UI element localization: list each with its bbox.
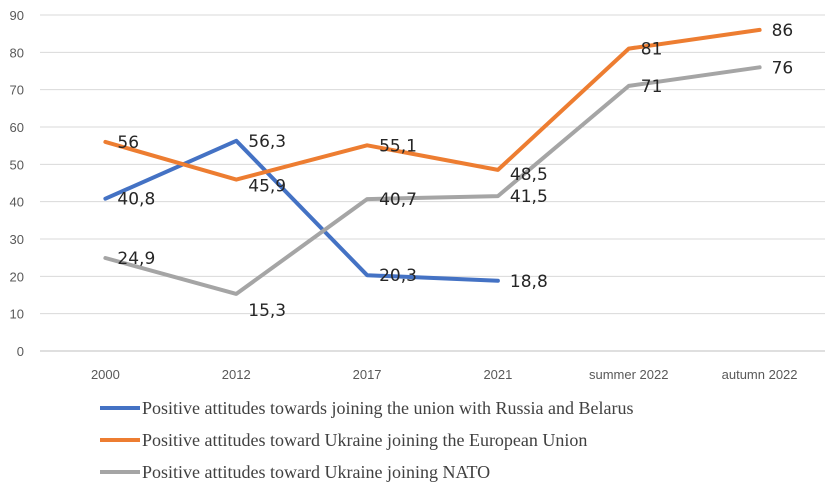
legend-label-nato: Positive attitudes toward Ukraine joinin… <box>142 461 491 482</box>
data-label: 41,5 <box>510 187 548 207</box>
data-label: 40,8 <box>117 190 155 210</box>
data-label: 24,9 <box>117 249 155 269</box>
legend-label-european-union: Positive attitudes toward Ukraine joinin… <box>142 429 588 450</box>
legend-item-nato: Positive attitudes toward Ukraine joinin… <box>100 456 633 488</box>
y-tick-label: 40 <box>10 195 24 210</box>
x-axis-ticks: 2000 2012 2017 2021 summer 2022 autumn 2022 <box>91 367 798 380</box>
data-label: 20,3 <box>379 266 417 286</box>
y-tick-label: 0 <box>17 344 24 359</box>
data-label: 71 <box>641 77 663 97</box>
y-tick-label: 90 <box>10 8 24 23</box>
legend-item-russia-belarus: Positive attitudes towards joining the u… <box>100 392 633 424</box>
y-tick-label: 20 <box>10 269 24 284</box>
series-line-1 <box>103 27 762 182</box>
y-tick-label: 30 <box>10 232 24 247</box>
legend-swatch-european-union <box>100 438 140 442</box>
y-tick-label: 10 <box>10 307 24 322</box>
data-label: 40,7 <box>379 190 417 210</box>
x-tick-label: 2000 <box>91 367 120 380</box>
data-label: 56 <box>117 133 139 153</box>
data-label: 55,1 <box>379 136 417 156</box>
data-label: 48,5 <box>510 165 548 185</box>
data-label: 86 <box>772 21 794 41</box>
legend-label-russia-belarus: Positive attitudes towards joining the u… <box>142 397 634 418</box>
legend-swatch-nato <box>100 470 140 474</box>
y-tick-label: 60 <box>10 120 24 135</box>
data-labels: 40,8 56,3 20,3 18,8 56 45,9 55,1 48,5 81 86 24,9 15… <box>117 21 793 321</box>
x-tick-label: 2021 <box>483 367 512 380</box>
gridlines <box>40 14 825 352</box>
legend-item-european-union: Positive attitudes toward Ukraine joinin… <box>100 424 633 456</box>
y-tick-label: 80 <box>10 45 24 60</box>
x-tick-label: summer 2022 <box>589 367 668 380</box>
data-label: 56,3 <box>248 132 286 152</box>
data-label: 18,8 <box>510 272 548 292</box>
y-tick-label: 50 <box>10 157 24 172</box>
data-label: 76 <box>772 58 794 78</box>
legend-swatch-russia-belarus <box>100 406 140 410</box>
x-tick-label: 2012 <box>222 367 251 380</box>
line-chart: 0 10 20 30 40 50 60 70 80 90 2000 2012 2017 2021 summ… <box>10 8 825 380</box>
series-lines <box>103 27 762 296</box>
data-label: 45,9 <box>248 177 286 197</box>
series-line-0 <box>103 138 500 283</box>
data-label: 81 <box>641 40 663 60</box>
series-line-2 <box>103 65 762 296</box>
y-tick-label: 70 <box>10 83 24 98</box>
x-tick-label: 2017 <box>353 367 382 380</box>
y-axis-ticks: 0 10 20 30 40 50 60 70 80 90 <box>10 8 24 359</box>
legend: Positive attitudes towards joining the u… <box>100 392 633 488</box>
x-tick-label: autumn 2022 <box>722 367 798 380</box>
data-label: 15,3 <box>248 301 286 321</box>
